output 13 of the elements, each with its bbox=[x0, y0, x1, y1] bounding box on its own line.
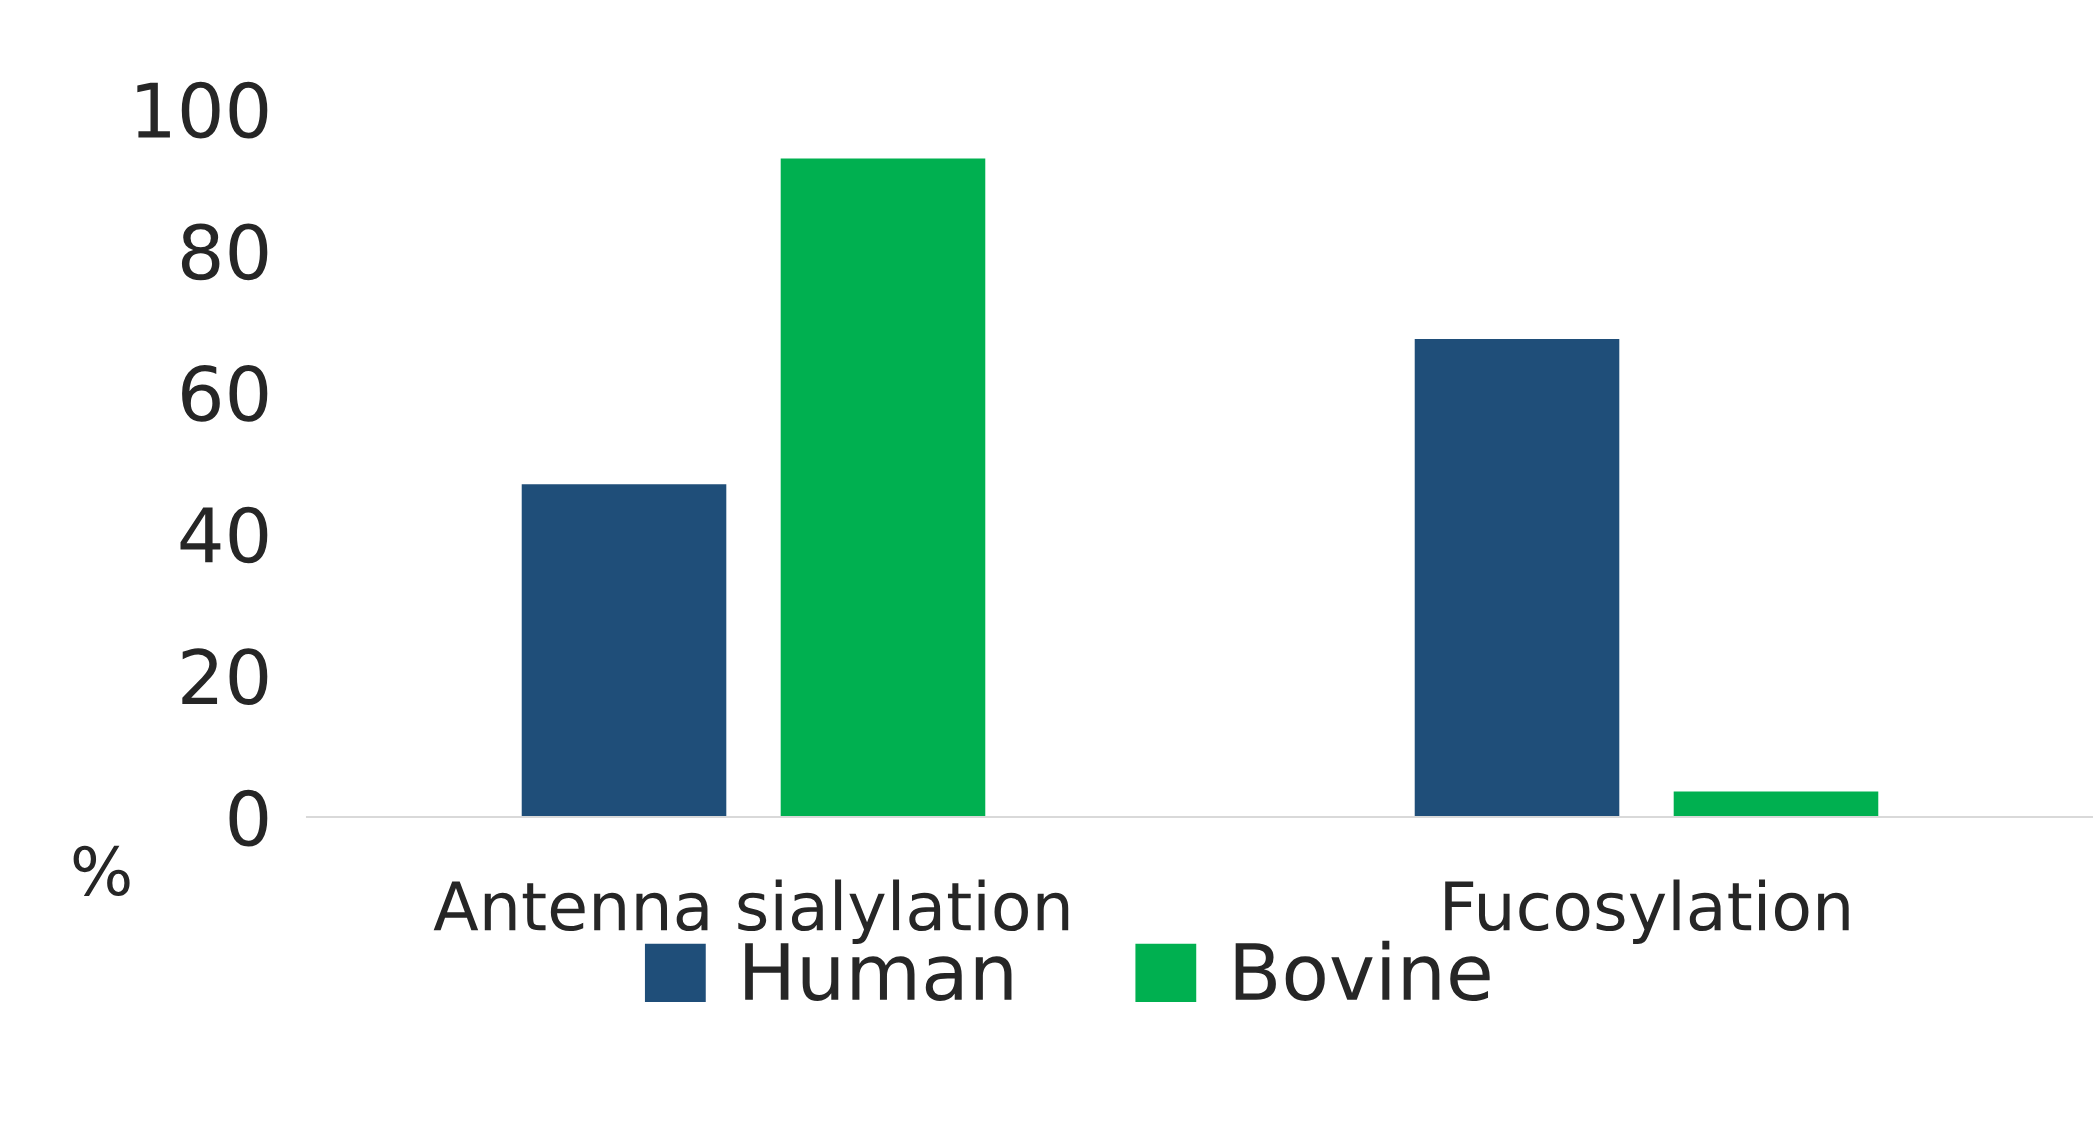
bar bbox=[780, 158, 986, 817]
bar bbox=[1673, 791, 1879, 817]
bar bbox=[1414, 339, 1620, 817]
y-tick-label: 100 bbox=[137, 81, 268, 139]
y-tick-label: 40 bbox=[180, 506, 268, 564]
y-axis-title: % bbox=[73, 845, 130, 897]
x-tick-label: Antenna sialylation bbox=[433, 879, 1069, 945]
y-tick-label: 0 bbox=[229, 789, 268, 847]
y-tick-label: 20 bbox=[182, 648, 268, 705]
bar bbox=[521, 484, 727, 817]
y-tick-label: 60 bbox=[182, 365, 268, 422]
legend-label: Human bbox=[745, 943, 1012, 1001]
y-tick-label: 80 bbox=[181, 223, 268, 281]
